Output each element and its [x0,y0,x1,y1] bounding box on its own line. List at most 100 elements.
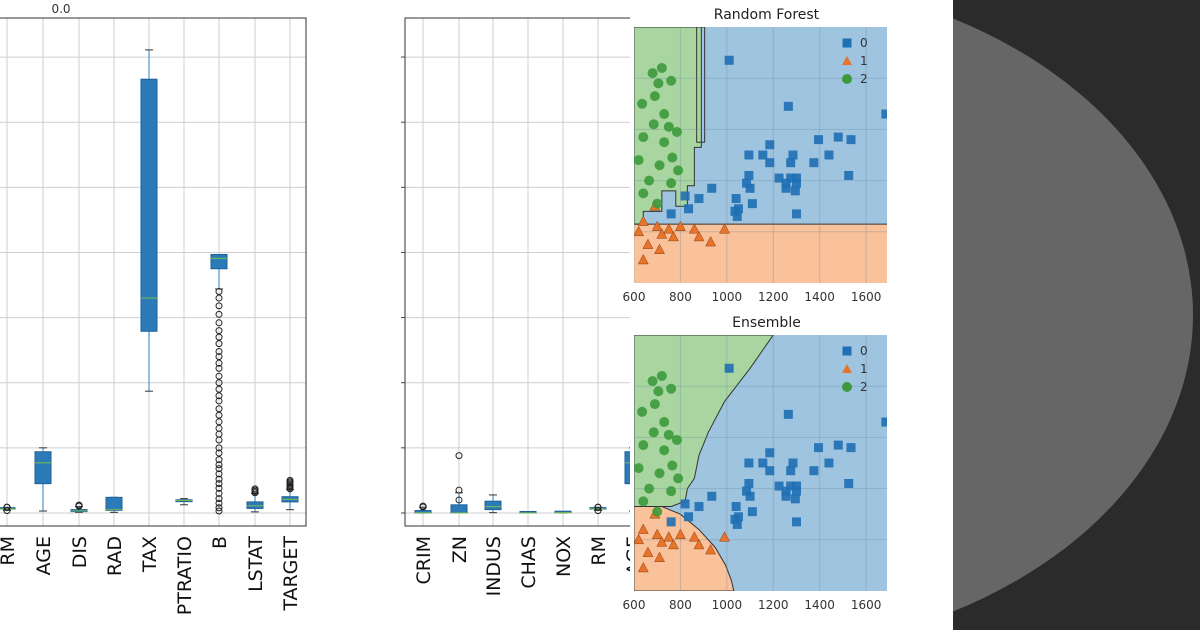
box-iqr [105,496,123,511]
box-iqr [140,78,158,332]
point-class-1 [642,238,654,249]
outlier [215,499,223,507]
point-class-1 [675,528,686,539]
box-dis [70,501,88,513]
xtick-label-600: 600 [623,290,646,304]
box-iqr [450,504,468,514]
box-target [281,476,299,511]
boundary-strip [696,27,706,143]
point-class-0 [786,158,796,168]
point-class-0 [742,486,752,496]
outlier [3,507,11,515]
point-class-1 [668,538,679,550]
box-chas [519,510,537,514]
outlier [215,385,223,393]
outlier [215,397,223,405]
point-class-0 [844,478,854,488]
point-class-1 [651,220,663,231]
point-class-0 [724,55,734,65]
point-class-2 [637,406,648,417]
point-class-0 [791,178,801,188]
point-class-2 [673,473,684,484]
box-indus [484,494,502,514]
point-class-2 [659,137,670,148]
xtick-label-tax: TAX [139,536,161,573]
point-class-0 [786,173,796,183]
point-class-1 [637,215,649,226]
outlier [215,465,223,473]
random-forest-panel: Random Forest 600 800 1000 1200 1400 1600 0 1 2 [623,0,893,315]
point-class-0 [745,183,755,193]
outlier [215,405,223,413]
point-class-1 [637,253,649,265]
panel-title: Ensemble [732,315,801,331]
point-class-0 [724,363,734,373]
xtick-label-dis: DIS [69,536,91,568]
legend-marker-2 [842,74,852,84]
outlier [215,475,223,483]
outlier [215,294,223,302]
box-nox [554,510,572,514]
point-class-0 [680,499,690,509]
outlier [215,436,223,444]
point-class-0 [788,458,798,468]
point-class-2 [649,91,660,102]
point-class-0 [730,206,740,216]
box-rm [589,503,607,515]
box-b [210,253,228,515]
figure-svg: RM AGE DIS RAD TAX PTRATIO B LSTAT TARGET 0.0 CRI… [0,0,893,616]
outlier [215,489,223,497]
point-class-2 [667,152,678,163]
outlier [75,501,83,509]
point-class-2 [654,160,665,171]
point-class-0 [790,494,800,504]
point-class-2 [648,427,659,438]
point-class-2 [648,119,659,130]
point-class-0 [684,512,694,522]
point-class-1 [663,531,675,542]
point-class-0 [694,194,704,204]
point-class-0 [833,132,843,142]
legend-label-0: 0 [860,344,868,358]
point-class-0 [758,458,768,468]
point-class-0 [786,466,796,476]
box-lstat [246,485,264,513]
point-class-0 [791,517,801,527]
xtick-label-lstat: LSTAT [245,536,267,592]
point-class-0 [744,170,754,180]
box-iqr [34,451,52,485]
outlier [594,507,602,515]
outlier [215,347,223,355]
decorative-circle [953,0,1193,630]
outlier [215,418,223,426]
box-zn [450,452,468,514]
point-class-0 [791,173,801,183]
box-iqr [246,501,264,509]
point-class-0 [765,140,775,150]
box-age [34,447,52,512]
box-rm [0,503,16,515]
point-class-2 [638,440,649,451]
point-class-2 [653,78,664,89]
point-class-2 [638,132,649,143]
xtick-label-1600: 1600 [851,290,882,304]
point-class-0 [783,101,793,111]
point-class-1 [656,536,668,547]
legend: 0 1 2 [842,344,868,394]
point-class-1 [642,546,654,557]
legend-marker-1 [842,364,852,373]
point-class-0 [758,150,768,160]
outlier [286,476,294,484]
region-class-1 [634,224,887,283]
scatter-points [634,55,887,265]
point-class-0 [666,517,676,527]
point-class-0 [788,150,798,160]
outlier [215,327,223,335]
box-ptratio [175,498,193,506]
point-class-0 [786,481,796,491]
xtick-label-rm: RM [588,536,610,566]
point-class-2 [653,386,664,397]
point-class-2 [659,445,670,456]
outlier [455,496,463,504]
